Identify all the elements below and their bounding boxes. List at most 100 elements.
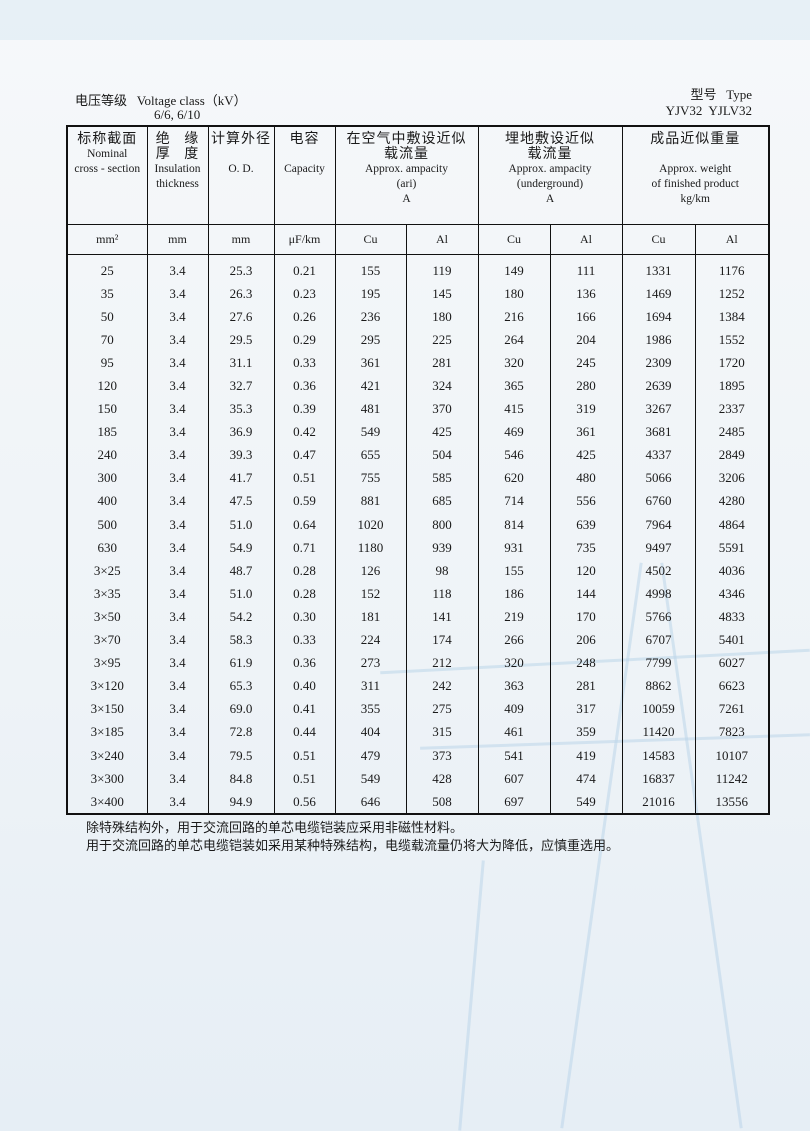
table-row: 3×150 3.4 69.0 0.41 355 275 409 317 10059 7261 <box>66 697 770 721</box>
cell-capacity: 0.39 <box>273 397 336 421</box>
cell-cross-section: 630 <box>66 536 148 560</box>
header-section-cn: 标称截面 <box>77 132 138 147</box>
cell-weight-cu: 3681 <box>621 420 696 444</box>
cell-air-al: 324 <box>405 374 479 398</box>
ground-al-header: Al <box>549 224 623 255</box>
cell-weight-al: 2485 <box>694 420 770 444</box>
cell-capacity: 0.36 <box>273 651 336 675</box>
cell-capacity: 0.51 <box>273 743 336 768</box>
unit-od: mm <box>207 224 275 255</box>
cell-weight-cu: 11420 <box>621 720 696 744</box>
cell-cross-section: 35 <box>66 282 148 306</box>
cell-ground-cu: 697 <box>477 790 551 816</box>
cell-insulation-thickness: 3.4 <box>146 697 209 721</box>
table-row: 95 3.4 31.1 0.33 361 281 320 245 2309 1720 <box>66 351 770 375</box>
cell-cross-section: 3×50 <box>66 605 148 629</box>
header-section-en1: Nominal <box>87 148 128 160</box>
cell-outer-diameter: 36.9 <box>207 420 275 444</box>
cell-weight-cu: 2309 <box>621 351 696 375</box>
cell-ground-al: 639 <box>549 513 623 537</box>
cell-air-cu: 155 <box>334 254 407 283</box>
cell-weight-al: 6027 <box>694 651 770 675</box>
cell-weight-al: 6623 <box>694 674 770 698</box>
voltage-class: 电压等级 Voltage class（kV） 6/6, 6/10 <box>75 90 247 122</box>
cell-ground-al: 474 <box>549 767 623 791</box>
cell-weight-al: 1552 <box>694 328 770 352</box>
unit-section: mm² <box>66 224 148 255</box>
cell-capacity: 0.29 <box>273 328 336 352</box>
cell-air-al: 585 <box>405 466 479 490</box>
header-od-cn: 计算外径 <box>211 132 271 147</box>
cell-ground-al: 319 <box>549 397 623 421</box>
cell-outer-diameter: 54.9 <box>207 536 275 560</box>
cell-outer-diameter: 84.8 <box>207 767 275 791</box>
cell-weight-al: 7261 <box>694 697 770 721</box>
header-weight-en1: Approx. weight <box>659 163 732 175</box>
cell-ground-cu: 814 <box>477 513 551 537</box>
cell-ground-cu: 219 <box>477 605 551 629</box>
cell-ground-al: 425 <box>549 443 623 467</box>
weight-cu-header: Cu <box>621 224 696 255</box>
table-row: 3×50 3.4 54.2 0.30 181 141 219 170 5766 4833 <box>66 605 770 629</box>
cell-ground-al: 170 <box>549 605 623 629</box>
cell-air-al: 315 <box>405 720 479 744</box>
header-capacity-en: Capacity <box>284 163 325 175</box>
cell-weight-al: 2849 <box>694 443 770 467</box>
cable-type: 型号 Type YJV32 YJLV32 <box>666 87 752 119</box>
cell-insulation-thickness: 3.4 <box>146 743 209 768</box>
cell-insulation-thickness: 3.4 <box>146 351 209 375</box>
table-row: 50 3.4 27.6 0.26 236 180 216 166 1694 1384 <box>66 305 770 329</box>
cell-ground-al: 136 <box>549 282 623 306</box>
cell-air-al: 225 <box>405 328 479 352</box>
cell-weight-cu: 4337 <box>621 443 696 467</box>
cell-air-al: 118 <box>405 582 479 606</box>
cell-ground-al: 317 <box>549 697 623 721</box>
header-air-unit: A <box>402 193 411 205</box>
header-weight-en2: of finished product <box>651 178 739 190</box>
type-values: YJV32 YJLV32 <box>665 103 752 118</box>
cell-capacity: 0.71 <box>273 536 336 560</box>
cell-weight-al: 1176 <box>694 254 770 283</box>
cell-outer-diameter: 27.6 <box>207 305 275 329</box>
cell-ground-al: 361 <box>549 420 623 444</box>
cell-ground-cu: 931 <box>477 536 551 560</box>
table-row: 240 3.4 39.3 0.47 655 504 546 425 4337 2849 <box>66 443 770 467</box>
cell-air-al: 800 <box>405 513 479 537</box>
cell-cross-section: 120 <box>66 374 148 398</box>
table-row: 500 3.4 51.0 0.64 1020 800 814 639 7964 4864 <box>66 513 770 537</box>
header-ground-cn2: 载流量 <box>527 147 573 162</box>
cell-capacity: 0.21 <box>273 254 336 283</box>
table-row: 70 3.4 29.5 0.29 295 225 264 204 1986 1552 <box>66 328 770 352</box>
cell-ground-cu: 320 <box>477 351 551 375</box>
cell-insulation-thickness: 3.4 <box>146 489 209 514</box>
cable-spec-table: 标称截面 Nominal cross - section 绝 缘 厚 度 Ins… <box>66 125 770 816</box>
unit-insulation: mm <box>146 224 209 255</box>
cell-air-al: 174 <box>405 628 479 652</box>
cell-capacity: 0.41 <box>273 697 336 721</box>
voltage-label-cn: 电压等级 <box>75 93 128 108</box>
cell-insulation-thickness: 3.4 <box>146 628 209 652</box>
cell-insulation-thickness: 3.4 <box>146 674 209 698</box>
table-row: 3×95 3.4 61.9 0.36 273 212 320 248 7799 6027 <box>66 651 770 675</box>
table-row: 120 3.4 32.7 0.36 421 324 365 280 2639 1895 <box>66 374 770 398</box>
cell-outer-diameter: 94.9 <box>207 790 275 816</box>
cell-outer-diameter: 58.3 <box>207 628 275 652</box>
table-row: 35 3.4 26.3 0.23 195 145 180 136 1469 1252 <box>66 282 770 306</box>
cell-ground-al: 248 <box>549 651 623 675</box>
cell-ground-cu: 266 <box>477 628 551 652</box>
cell-insulation-thickness: 3.4 <box>146 254 209 283</box>
cell-ground-cu: 363 <box>477 674 551 698</box>
cell-weight-cu: 4998 <box>621 582 696 606</box>
cell-outer-diameter: 51.0 <box>207 513 275 537</box>
cell-ground-cu: 546 <box>477 443 551 467</box>
cell-air-al: 373 <box>405 743 479 768</box>
cell-ground-cu: 541 <box>477 743 551 768</box>
cell-air-al: 685 <box>405 489 479 514</box>
cell-air-cu: 273 <box>334 651 407 675</box>
note-1: 除特殊结构外，用于交流回路的单芯电缆铠装应采用非磁性材料。 <box>86 820 464 835</box>
cell-cross-section: 25 <box>66 254 148 283</box>
header-section-en2: cross - section <box>74 163 141 175</box>
cell-ground-cu: 620 <box>477 466 551 490</box>
cell-weight-cu: 21016 <box>621 790 696 816</box>
cell-air-cu: 152 <box>334 582 407 606</box>
